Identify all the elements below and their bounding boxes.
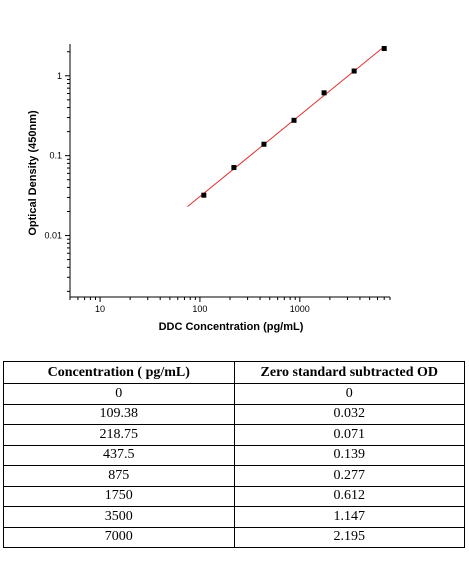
data-point xyxy=(381,46,387,52)
table-cell-concentration: 109.38 xyxy=(3,403,235,425)
data-point xyxy=(351,68,357,74)
y-axis-label: Optical Density (450nm) xyxy=(27,110,39,236)
data-table: Concentration ( pg/mL) Zero standard sub… xyxy=(3,361,465,548)
table-row: 3500 1.147 xyxy=(3,506,465,528)
x-tick-label: 10 xyxy=(95,304,105,314)
table-cell-concentration: 1750 xyxy=(3,485,235,507)
table-header-row: Concentration ( pg/mL) Zero standard sub… xyxy=(3,361,465,384)
data-points xyxy=(201,46,387,198)
table-cell-concentration: 3500 xyxy=(3,506,235,528)
calibration-chart: 10 100 1000 0.01 0.1 1 DDC Concentration (pg/… xyxy=(27,44,391,333)
y-tick-label: 0.1 xyxy=(49,151,62,161)
table-cell-concentration: 218.75 xyxy=(3,424,235,446)
table-cell-od: 1.147 xyxy=(233,506,465,528)
x-tick-label: 100 xyxy=(192,304,207,314)
table-row: 7000 2.195 xyxy=(3,526,465,548)
table-cell-concentration: 437.5 xyxy=(3,444,235,466)
fit-line xyxy=(187,46,385,207)
x-tick-label: 1000 xyxy=(290,304,310,314)
table-row: 875 0.277 xyxy=(3,465,465,487)
data-point xyxy=(291,117,297,123)
data-point xyxy=(231,165,237,171)
table-cell-od: 0.139 xyxy=(233,444,465,466)
table-cell-od: 0.277 xyxy=(233,465,465,487)
table-cell-od: 0.612 xyxy=(233,485,465,507)
table-cell-od: 0.071 xyxy=(233,424,465,446)
table-row: 1750 0.612 xyxy=(3,485,465,507)
table-row: 109.38 0.032 xyxy=(3,403,465,425)
x-axis-label: DDC Concentration (pg/mL) xyxy=(159,321,304,333)
table-cell-concentration: 875 xyxy=(3,465,235,487)
chart-ticks: 10 100 1000 0.01 0.1 1 xyxy=(44,51,391,314)
data-point xyxy=(201,192,207,198)
table-cell-concentration: 0 xyxy=(3,383,235,405)
table-cell-od: 2.195 xyxy=(233,526,465,548)
table-cell-concentration: 7000 xyxy=(3,526,235,548)
column-header-od: Zero standard subtracted OD xyxy=(233,361,465,384)
table-cell-od: 0.032 xyxy=(233,403,465,425)
table-cell-od: 0 xyxy=(233,383,465,405)
column-header-concentration: Concentration ( pg/mL) xyxy=(3,361,235,384)
chart-axes xyxy=(69,44,390,298)
table-row: 218.75 0.071 xyxy=(3,424,465,446)
y-tick-label: 0.01 xyxy=(44,231,62,241)
y-tick-label: 1 xyxy=(57,71,62,81)
table-row: 437.5 0.139 xyxy=(3,444,465,466)
data-point xyxy=(321,90,327,96)
fit-line-group xyxy=(187,46,385,207)
data-point xyxy=(261,141,267,147)
